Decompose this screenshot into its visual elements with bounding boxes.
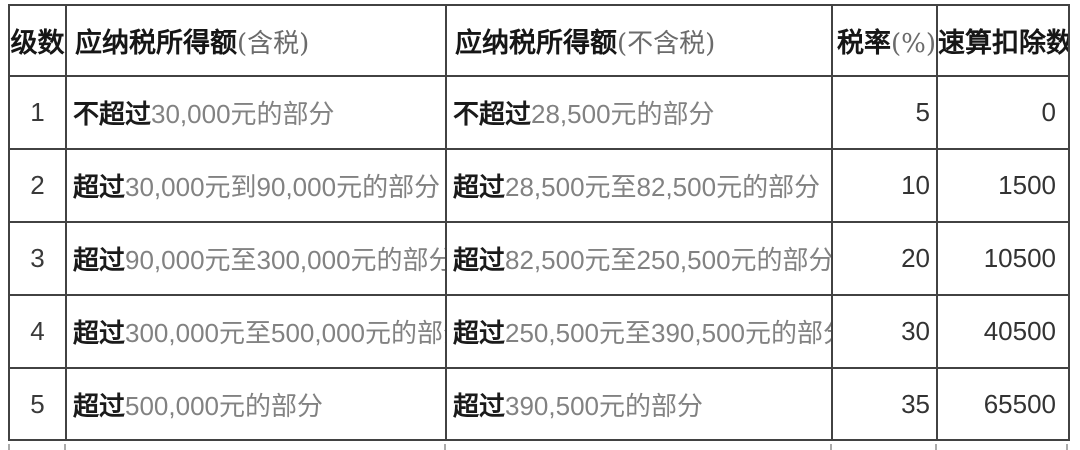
table-row: 1 不超过30,000元的部分 不超过28,500元的部分 5 0 — [8, 75, 1070, 150]
income-exclusive-cell: 超过250,500元至390,500元的部分 — [445, 294, 833, 369]
cutoff-border-stub — [1066, 444, 1068, 450]
income-inclusive-lead: 超过 — [73, 390, 126, 421]
income-exclusive-cell: 超过82,500元至250,500元的部分 — [445, 221, 833, 296]
cutoff-border-stub — [830, 444, 832, 450]
header-income-exclusive: 应纳税所得额(不含税) — [445, 4, 833, 77]
income-exclusive-cell: 超过390,500元的部分 — [445, 367, 833, 441]
income-inclusive-lead: 超过 — [73, 245, 126, 275]
level-cell: 1 — [8, 75, 67, 150]
income-inclusive-lead: 超过 — [73, 318, 126, 348]
income-inclusive-cell: 不超过30,000元的部分 — [65, 75, 447, 150]
income-inclusive-rest: 90,000元至300,000元的部分 — [125, 245, 446, 275]
rate-cell: 20 — [831, 221, 938, 296]
cutoff-border-stub — [444, 444, 446, 450]
income-exclusive-rest: 250,500元至390,500元的部分 — [505, 318, 832, 348]
rate-cell: 30 — [831, 294, 938, 369]
header-level: 级数 — [8, 4, 67, 77]
table-row: 5 超过500,000元的部分 超过390,500元的部分 35 65500 — [8, 367, 1070, 441]
deduction-cell: 10500 — [936, 221, 1070, 296]
tax-bracket-table: 级数 应纳税所得额(含税) 应纳税所得额(不含税) 税率(%) 速算扣除数 1 … — [8, 4, 1070, 441]
header-income-inclusive-label: 应纳税所得额 — [75, 28, 237, 58]
header-level-label: 级数 — [10, 28, 65, 58]
income-inclusive-cell: 超过90,000元至300,000元的部分 — [65, 221, 447, 296]
income-inclusive-cell: 超过30,000元到90,000元的部分 — [65, 148, 447, 223]
header-income-inclusive: 应纳税所得额(含税) — [65, 4, 447, 77]
income-exclusive-cell: 不超过28,500元的部分 — [445, 75, 833, 150]
income-exclusive-lead: 超过 — [453, 245, 506, 275]
income-inclusive-rest: 30,000元的部分 — [151, 99, 335, 129]
income-exclusive-rest: 82,500元至250,500元的部分 — [505, 245, 832, 275]
cutoff-border-stub — [64, 444, 66, 450]
header-deduction-label: 速算扣除数 — [938, 28, 1069, 58]
income-inclusive-rest: 30,000元到90,000元的部分 — [125, 172, 441, 202]
header-row: 级数 应纳税所得额(含税) 应纳税所得额(不含税) 税率(%) 速算扣除数 — [8, 4, 1070, 77]
header-rate-label: 税率 — [837, 28, 891, 58]
income-exclusive-lead: 超过 — [453, 390, 506, 421]
header-income-inclusive-paren: (含税) — [237, 29, 310, 59]
table-row: 4 超过300,000元至500,000元的部分 超过250,500元至390,… — [8, 294, 1070, 369]
deduction-cell: 1500 — [936, 148, 1070, 223]
income-inclusive-rest: 500,000元的部分 — [125, 390, 323, 421]
cutoff-border-stub — [8, 444, 10, 450]
level-cell: 3 — [8, 221, 67, 296]
rate-cell: 5 — [831, 75, 938, 150]
income-exclusive-rest: 28,500元至82,500元的部分 — [505, 172, 821, 202]
header-deduction: 速算扣除数 — [936, 4, 1070, 77]
cutoff-border-stub — [935, 444, 937, 450]
header-rate-paren: (%) — [891, 29, 936, 59]
table-row: 3 超过90,000元至300,000元的部分 超过82,500元至250,50… — [8, 221, 1070, 296]
income-exclusive-lead: 超过 — [453, 172, 506, 202]
income-exclusive-rest: 390,500元的部分 — [505, 390, 703, 421]
rate-cell: 10 — [831, 148, 938, 223]
income-inclusive-rest: 300,000元至500,000元的部分 — [125, 318, 446, 348]
income-inclusive-lead: 不超过 — [73, 99, 152, 129]
income-inclusive-cell: 超过300,000元至500,000元的部分 — [65, 294, 447, 369]
table-row: 2 超过30,000元到90,000元的部分 超过28,500元至82,500元… — [8, 148, 1070, 223]
header-rate: 税率(%) — [831, 4, 938, 77]
deduction-cell: 65500 — [936, 367, 1070, 441]
income-inclusive-lead: 超过 — [73, 172, 126, 202]
deduction-cell: 40500 — [936, 294, 1070, 369]
income-exclusive-lead: 不超过 — [453, 99, 532, 129]
level-cell: 5 — [8, 367, 67, 441]
income-exclusive-lead: 超过 — [453, 318, 506, 348]
header-income-exclusive-paren: (不含税) — [617, 29, 716, 59]
header-income-exclusive-label: 应纳税所得额 — [455, 28, 617, 58]
income-inclusive-cell: 超过500,000元的部分 — [65, 367, 447, 441]
income-exclusive-rest: 28,500元的部分 — [531, 99, 715, 129]
deduction-cell: 0 — [936, 75, 1070, 150]
level-cell: 4 — [8, 294, 67, 369]
income-exclusive-cell: 超过28,500元至82,500元的部分 — [445, 148, 833, 223]
rate-cell: 35 — [831, 367, 938, 441]
level-cell: 2 — [8, 148, 67, 223]
